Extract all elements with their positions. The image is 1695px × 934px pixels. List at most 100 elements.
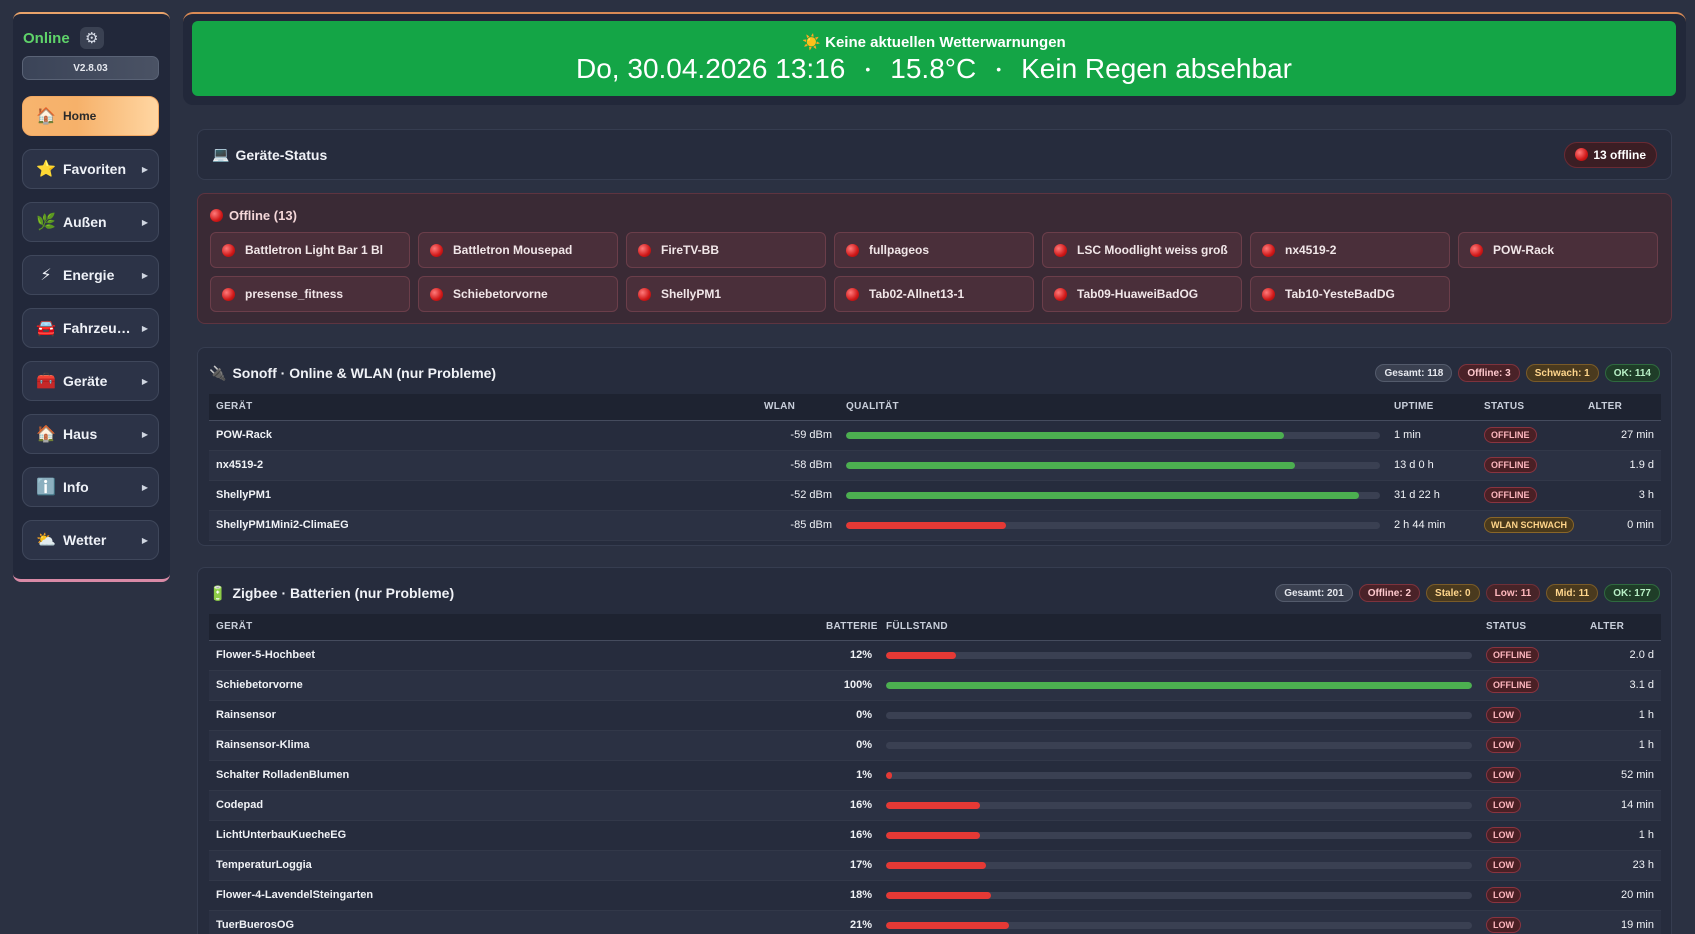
- offline-device-name: ShellyPM1: [661, 287, 722, 301]
- battery-value: 100%: [819, 670, 879, 701]
- status-badge: OFFLINE: [1486, 647, 1539, 663]
- house-icon: 🏠: [36, 108, 56, 125]
- weather-banner: ☀️ Keine aktuellen Wetterwarnungen Do, 3…: [192, 21, 1676, 96]
- fill-level-cell: [879, 910, 1479, 934]
- age-value: 27 min: [1581, 420, 1661, 451]
- offline-device-chip[interactable]: Schiebetorvorne: [418, 276, 618, 312]
- column-header: STATUS: [1477, 394, 1581, 421]
- age-value: 1 h: [1583, 700, 1661, 731]
- plug-icon: 🔌: [209, 364, 227, 381]
- version-badge: V2.8.03: [22, 56, 159, 80]
- sidebar-item-haus[interactable]: 🏠 Haus ▶: [22, 414, 159, 454]
- battery-value: 18%: [819, 880, 879, 911]
- fill-level-cell: [879, 760, 1479, 791]
- age-value: 52 min: [1583, 760, 1661, 791]
- status-cell: WLAN SCHWACH: [1477, 510, 1581, 541]
- offline-device-name: fullpageos: [869, 243, 930, 257]
- sidebar-item-info[interactable]: ℹ️ Info ▶: [22, 467, 159, 507]
- age-value: 23 h: [1583, 850, 1661, 881]
- level-bar-fill: [886, 891, 992, 899]
- sidebar-header: Online ⚙: [23, 26, 161, 50]
- device-name: LichtUnterbauKuecheEG: [209, 820, 819, 851]
- offline-device-chip[interactable]: Battletron Mousepad: [418, 232, 618, 268]
- sidebar-nav: 🏠 Home ⭐ Favoriten ▶ 🌿 Außen ▶ ⚡ Energie ▶ 🚘 Fahrzeu…: [22, 96, 161, 560]
- red-dot-icon: [1054, 243, 1067, 257]
- offline-count-pill[interactable]: 13 offline: [1564, 141, 1657, 168]
- stat-badge: Stale: 0: [1426, 584, 1480, 602]
- offline-device-chip[interactable]: ShellyPM1: [626, 276, 826, 312]
- sidebar-item-geräte[interactable]: 🧰 Geräte ▶: [22, 361, 159, 401]
- offline-device-chip[interactable]: Tab10-YesteBadDG: [1250, 276, 1450, 312]
- offline-device-chip[interactable]: Tab09-HuaweiBadOG: [1042, 276, 1242, 312]
- level-bar: [886, 891, 1472, 899]
- table-row[interactable]: Flower-5-Hochbeet 12% OFFLINE 2.0 d: [209, 640, 1661, 671]
- table-row[interactable]: TuerBuerosOG 21% LOW 19 min: [209, 910, 1661, 934]
- wlan-value: -59 dBm: [757, 420, 839, 451]
- level-bar-fill: [886, 801, 980, 809]
- zigbee-card: 🔋 Zigbee · Batterien (nur Probleme) Gesa…: [197, 567, 1672, 934]
- table-row[interactable]: Rainsensor-Klima 0% LOW 1 h: [209, 730, 1661, 761]
- level-bar: [886, 741, 1472, 749]
- table-row[interactable]: ShellyPM1 -52 dBm 31 d 22 h OFFLINE 3 h: [209, 480, 1661, 511]
- table-row[interactable]: POW-Rack -59 dBm 1 min OFFLINE 27 min: [209, 420, 1661, 451]
- sidebar-item-label: Home: [63, 109, 97, 123]
- sidebar-item-wetter[interactable]: ⛅ Wetter ▶: [22, 520, 159, 560]
- sonoff-title-text: Sonoff · Online & WLAN (nur Probleme): [232, 365, 497, 381]
- battery-value: 17%: [819, 850, 879, 881]
- level-bar-fill: [886, 861, 986, 869]
- sidebar-item-energie[interactable]: ⚡ Energie ▶: [22, 255, 159, 295]
- offline-device-chip[interactable]: nx4519-2: [1250, 232, 1450, 268]
- table-row[interactable]: Codepad 16% LOW 14 min: [209, 790, 1661, 821]
- sidebar-item-label: Wetter: [63, 532, 107, 548]
- table-row[interactable]: Schalter RolladenBlumen 1% LOW 52 min: [209, 760, 1661, 791]
- table-row[interactable]: TemperaturLoggia 17% LOW 23 h: [209, 850, 1661, 881]
- table-row[interactable]: Schiebetorvorne 100% OFFLINE 3.1 d: [209, 670, 1661, 701]
- sidebar-item-außen[interactable]: 🌿 Außen ▶: [22, 202, 159, 242]
- info-icon: ℹ️: [36, 479, 56, 496]
- device-name: TemperaturLoggia: [209, 850, 819, 881]
- sonoff-card: 🔌 Sonoff · Online & WLAN (nur Probleme) …: [197, 347, 1672, 546]
- offline-device-chip[interactable]: Battletron Light Bar 1 Bl: [210, 232, 410, 268]
- sidebar-item-label: Info: [63, 479, 89, 495]
- sidebar-item-home[interactable]: 🏠 Home: [22, 96, 159, 136]
- sidebar-item-favoriten[interactable]: ⭐ Favoriten ▶: [22, 149, 159, 189]
- offline-device-chip[interactable]: POW-Rack: [1458, 232, 1658, 268]
- table-row[interactable]: ShellyPM1Mini2-ClimaEG -85 dBm 2 h 44 min W…: [209, 510, 1661, 541]
- age-value: 14 min: [1583, 790, 1661, 821]
- battery-icon: 🔋: [209, 584, 227, 601]
- battery-value: 12%: [819, 640, 879, 671]
- offline-device-chip[interactable]: presense_fitness: [210, 276, 410, 312]
- table-row[interactable]: nx4519-2 -58 dBm 13 d 0 h OFFLINE 1.9 d: [209, 450, 1661, 481]
- status-cell: OFFLINE: [1479, 640, 1583, 671]
- sidebar-item-fahrzeu[interactable]: 🚘 Fahrzeu… ▶: [22, 308, 159, 348]
- table-row[interactable]: Flower-4-LavendelSteingarten 18% LOW 20 min: [209, 880, 1661, 911]
- column-header: ALTER: [1581, 394, 1661, 421]
- level-bar-fill: [886, 651, 957, 659]
- red-dot-icon: [210, 209, 223, 222]
- gear-icon[interactable]: ⚙: [79, 27, 104, 49]
- fill-level-cell: [879, 820, 1479, 851]
- device-name: Codepad: [209, 790, 819, 821]
- online-status: Online: [23, 29, 70, 47]
- fill-level-cell: [879, 640, 1479, 671]
- offline-device-chip[interactable]: FireTV-BB: [626, 232, 826, 268]
- age-value: 19 min: [1583, 910, 1661, 934]
- offline-device-chip[interactable]: fullpageos: [834, 232, 1034, 268]
- status-badge: LOW: [1486, 857, 1521, 873]
- device-name: Flower-5-Hochbeet: [209, 640, 819, 671]
- column-header: QUALITÄT: [839, 394, 1387, 421]
- chevron-right-icon: ▶: [141, 429, 148, 439]
- column-header: ALTER: [1583, 614, 1661, 641]
- level-bar: [886, 681, 1472, 689]
- table-row[interactable]: Rainsensor 0% LOW 1 h: [209, 700, 1661, 731]
- device-name: Schalter RolladenBlumen: [209, 760, 819, 791]
- status-cell: OFFLINE: [1477, 480, 1581, 511]
- offline-device-chip[interactable]: Tab02-Allnet13-1: [834, 276, 1034, 312]
- red-dot-icon: [222, 287, 235, 301]
- lightning-icon: ⚡: [40, 267, 52, 284]
- offline-device-chip[interactable]: LSC Moodlight weiss groß: [1042, 232, 1242, 268]
- table-row[interactable]: LichtUnterbauKuecheEG 16% LOW 1 h: [209, 820, 1661, 851]
- offline-device-name: Tab09-HuaweiBadOG: [1077, 287, 1199, 301]
- status-badge: OFFLINE: [1486, 677, 1539, 693]
- level-bar-fill: [846, 461, 1295, 469]
